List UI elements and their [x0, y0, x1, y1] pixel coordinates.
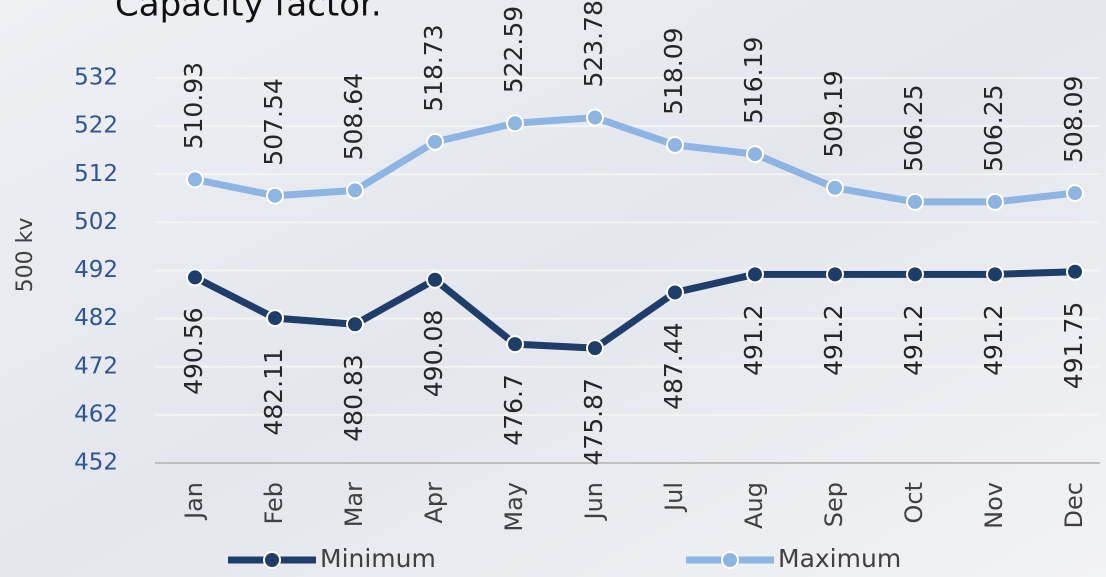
y-tick-label: 462	[74, 401, 118, 427]
x-tick-label: Nov	[980, 482, 1008, 529]
x-tick-label: Apr	[420, 482, 448, 524]
x-tick-label: Oct	[900, 482, 928, 524]
x-tick-label: Feb	[260, 482, 288, 525]
legend-marker	[263, 551, 281, 569]
x-tick-label: Jul	[660, 482, 688, 513]
point	[1066, 184, 1084, 203]
point	[346, 315, 364, 334]
data-label: 518.73	[419, 24, 448, 111]
y-axis-label: 500 kv	[13, 218, 38, 293]
point	[666, 135, 684, 154]
point	[826, 265, 844, 284]
data-label: 508.09	[1059, 76, 1088, 163]
point	[186, 268, 204, 287]
data-label: 506.25	[979, 84, 1008, 171]
x-tick-label: Jun	[580, 482, 608, 522]
data-label: 491.2	[819, 304, 848, 376]
data-label: 490.08	[419, 310, 448, 397]
data-label: 491.2	[899, 304, 928, 376]
point	[986, 192, 1004, 211]
data-label: 522.59	[499, 6, 528, 93]
point	[266, 309, 284, 328]
point	[746, 265, 764, 284]
point	[586, 108, 604, 127]
point	[186, 170, 204, 189]
data-label: 475.87	[579, 378, 608, 465]
point	[426, 270, 444, 289]
data-label: 491.2	[979, 304, 1008, 376]
data-label: 506.25	[899, 84, 928, 171]
y-tick-label: 532	[74, 65, 118, 91]
data-label: 508.64	[339, 73, 368, 160]
data-label: 510.93	[179, 62, 208, 149]
point	[506, 335, 524, 354]
legend-marker	[721, 551, 739, 569]
y-tick-label: 512	[74, 161, 118, 187]
data-label: 507.54	[259, 78, 288, 165]
data-label: 523.78	[579, 0, 608, 87]
x-tick-label: Dec	[1060, 482, 1088, 528]
point	[906, 192, 924, 211]
point	[346, 181, 364, 200]
chart-title: Capacity factor.	[115, 0, 382, 25]
legend-label: Minimum	[320, 544, 436, 573]
series-line	[194, 114, 1076, 206]
data-label: 476.7	[499, 374, 528, 446]
data-label: 509.19	[819, 70, 848, 157]
y-tick-label: 482	[74, 305, 118, 331]
point	[266, 186, 284, 205]
series-line	[193, 268, 1076, 352]
point	[506, 114, 524, 133]
data-label: 487.44	[659, 322, 688, 409]
y-tick-label: 492	[74, 257, 118, 283]
y-tick-label: 502	[74, 209, 118, 235]
data-label: 516.19	[739, 37, 768, 124]
y-tick-label: 522	[74, 113, 118, 139]
point	[906, 265, 924, 284]
data-label: 490.56	[179, 307, 208, 394]
point	[986, 265, 1004, 284]
x-tick-label: Mar	[340, 482, 368, 527]
legend-label: Maximum	[778, 544, 901, 573]
data-label: 491.2	[739, 304, 768, 376]
x-tick-label: Aug	[740, 482, 768, 529]
x-tick-label: Sep	[820, 482, 848, 527]
y-tick-label: 472	[74, 353, 118, 379]
point	[746, 145, 764, 164]
y-tick-label: 452	[74, 450, 118, 476]
point	[666, 283, 684, 302]
x-tick-label: May	[500, 482, 528, 532]
data-label: 518.09	[659, 27, 688, 114]
data-label: 491.75	[1059, 302, 1088, 389]
point	[1066, 262, 1084, 281]
x-tick-label: Jan	[180, 482, 208, 521]
point	[426, 132, 444, 151]
data-label: 480.83	[339, 354, 368, 441]
point	[586, 339, 604, 358]
point	[826, 178, 844, 197]
data-label: 482.11	[259, 348, 288, 435]
